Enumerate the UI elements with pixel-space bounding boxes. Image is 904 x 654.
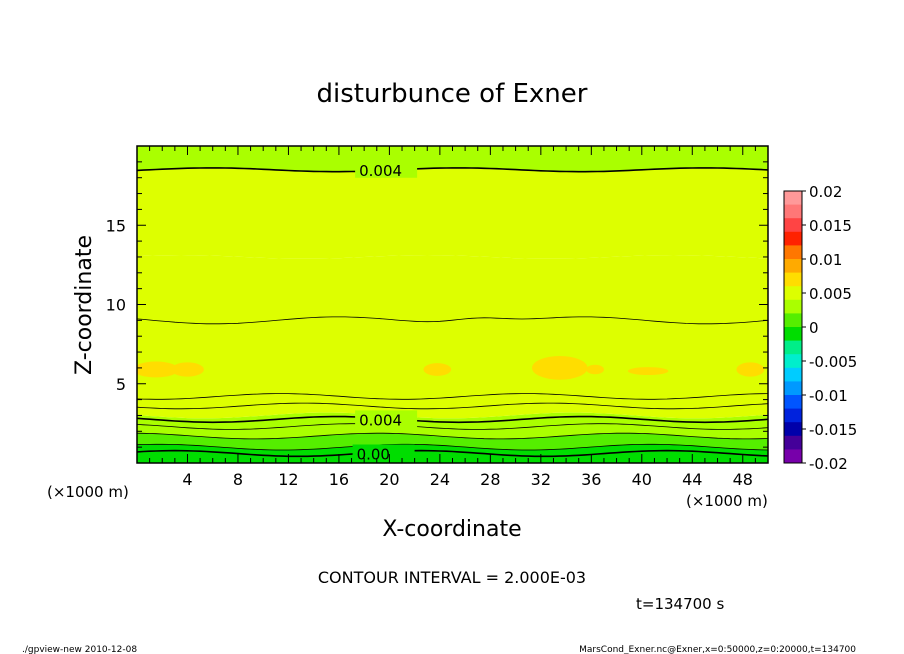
colorbar-swatch <box>784 449 802 464</box>
x-tick-label: 24 <box>430 470 450 489</box>
maximum-region-5 <box>627 367 669 376</box>
contour-line-1 <box>137 443 768 451</box>
chart-title: disturbunce of Exner <box>317 79 588 109</box>
x-tick-label: 28 <box>480 470 500 489</box>
colorbar-label: 0.005 <box>809 285 852 303</box>
contour-lines <box>137 167 768 458</box>
field-band-5 <box>137 393 768 419</box>
colorbar-swatch <box>784 408 802 423</box>
maximum-region-2 <box>423 363 452 376</box>
colorbar-swatch <box>784 381 802 396</box>
y-tick-label: 5 <box>116 375 126 394</box>
colorbar-swatch <box>784 259 802 274</box>
x-tick-label: 8 <box>233 470 243 489</box>
maximum-region-1 <box>171 362 204 377</box>
contour-interval-text: CONTOUR INTERVAL = 2.000E-03 <box>318 568 586 587</box>
y-axis: 5 10 15 <box>106 161 768 448</box>
x-tick-label: 4 <box>182 470 192 489</box>
maximum-region-4 <box>586 364 604 375</box>
contour-line-2 <box>137 432 768 440</box>
contour-line-5 <box>137 402 768 410</box>
contour-label-bg-2 <box>352 444 415 462</box>
colorbar-swatch <box>784 340 802 355</box>
contour-label-0: 0.004 <box>359 162 402 180</box>
y-axis-label: Z-coordinate <box>72 235 97 375</box>
colorbar-swatch <box>784 191 802 206</box>
footer-right: MarsCond_Exner.nc@Exner,x=0:50000,z=0:20… <box>579 645 856 654</box>
x-axis: 4 8 12 16 20 24 28 32 36 40 44 48 <box>149 146 769 489</box>
footer-left: ./gpview-new 2010-12-08 <box>22 645 137 654</box>
maximum-region-0 <box>137 361 179 378</box>
field-band-8 <box>137 167 768 259</box>
x-tick-label: 32 <box>531 470 551 489</box>
colorbar-swatch <box>784 272 802 287</box>
field-band-3 <box>137 423 768 439</box>
contour-line-7 <box>137 316 768 325</box>
colorbar-label: 0.015 <box>809 217 852 235</box>
contour-label-bg-0 <box>355 160 418 178</box>
colorbar-swatch <box>784 435 802 450</box>
x-axis-label: X-coordinate <box>382 517 521 542</box>
x-tick-label: 44 <box>682 470 702 489</box>
contour-line-0 <box>137 449 768 458</box>
maximum-region-6 <box>736 362 765 377</box>
colorbar-swatch <box>784 367 802 382</box>
plot-area <box>137 146 768 463</box>
x-unit-left: (×1000 m) <box>47 483 129 501</box>
x-tick-label: 12 <box>278 470 298 489</box>
colorbar-swatch <box>784 299 802 314</box>
x-unit-right: (×1000 m) <box>686 492 768 510</box>
contour-line-3 <box>137 423 768 430</box>
x-tick-label: 48 <box>733 470 753 489</box>
x-tick-label: 20 <box>379 470 399 489</box>
colorbar-swatch <box>784 327 802 342</box>
colorbar-swatch <box>784 231 802 246</box>
colorbar-label: -0.005 <box>809 353 857 371</box>
field-band-9 <box>137 146 768 172</box>
colorbar-swatch <box>784 286 802 301</box>
y-tick-label: 15 <box>106 216 126 235</box>
colorbar-label: -0.02 <box>809 455 848 473</box>
contour-line-4 <box>137 415 768 424</box>
contour-label-2: 0.00 <box>357 445 390 463</box>
colorbar: 0.02 0.015 0.01 0.005 0 -0.005 -0.01 -0.015 -0.0… <box>783 183 857 473</box>
time-text: t=134700 s <box>636 595 724 613</box>
x-tick-label: 40 <box>632 470 652 489</box>
colorbar-swatch <box>784 422 802 437</box>
colorbar-label: -0.015 <box>809 421 857 439</box>
colorbar-label: 0 <box>809 319 819 337</box>
contour-line-6 <box>137 393 768 400</box>
field-band-7 <box>137 255 768 324</box>
colorbar-label: 0.02 <box>809 183 842 201</box>
x-tick-label: 36 <box>581 470 601 489</box>
y-tick-label: 10 <box>106 296 126 315</box>
contour-labels: 0.004 0.004 0.00 <box>352 160 418 463</box>
field-band-6 <box>137 316 768 400</box>
contour-label-bg-1 <box>355 410 418 428</box>
colorbar-swatch <box>784 395 802 410</box>
contour-line-8 <box>137 167 768 173</box>
field-band-2 <box>137 433 768 450</box>
colorbar-label: 0.01 <box>809 251 842 269</box>
colorbar-swatch <box>784 204 802 219</box>
maximum-region-3 <box>532 356 588 380</box>
colorbar-swatch <box>784 245 802 260</box>
x-tick-label: 16 <box>329 470 349 489</box>
colorbar-swatch <box>784 354 802 369</box>
colorbar-label: -0.01 <box>809 387 848 405</box>
colorbar-swatch <box>784 218 802 233</box>
contour-label-1: 0.004 <box>359 411 402 429</box>
colorbar-swatch <box>784 313 802 328</box>
field-band-1 <box>137 444 768 457</box>
